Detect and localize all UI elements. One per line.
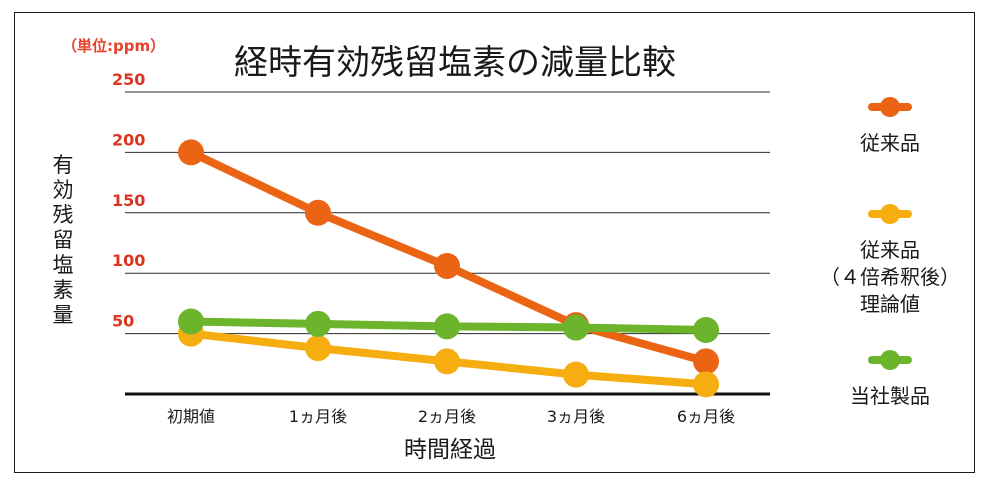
legend-label: 従来品 (860, 238, 920, 262)
legend-label: （４倍希釈後） (820, 265, 960, 289)
data-point (305, 199, 331, 226)
legend-item-1: 従来品 (860, 97, 920, 155)
y-axis-label-char: 残 (53, 203, 74, 227)
x-axis-label: 時間経過 (404, 437, 496, 463)
y-tick-label: 50 (112, 312, 134, 331)
data-point (693, 348, 719, 375)
legend-item-3: 当社製品 (850, 350, 930, 408)
series-group (178, 139, 719, 398)
data-point (178, 139, 204, 166)
y-axis-label-char: 効 (53, 178, 74, 202)
y-axis-label-char: 素 (53, 278, 74, 302)
chart-frame (14, 12, 975, 473)
y-axis-label-char: 留 (53, 228, 74, 252)
grid-lines (125, 91, 770, 396)
x-axis-ticks: 初期値 1ヵ月後 2ヵ月後 3ヵ月後 6ヵ月後 (167, 407, 735, 426)
legend-swatch-marker (880, 350, 900, 370)
unit-note: （単位:ppm） (62, 37, 165, 55)
y-axis-label-char: 量 (53, 303, 74, 327)
x-tick-label: 1ヵ月後 (289, 407, 347, 426)
data-point (178, 308, 204, 335)
x-tick-label: 2ヵ月後 (418, 407, 476, 426)
data-point (434, 348, 460, 375)
data-point (563, 361, 589, 388)
y-tick-label: 250 (112, 70, 145, 89)
x-tick-label: 6ヵ月後 (677, 407, 735, 426)
data-point (693, 316, 719, 343)
chart-title: 経時有効残留塩素の減量比較 (234, 43, 676, 83)
legend-label: 理論値 (860, 292, 920, 316)
legend-swatch-marker (880, 97, 900, 117)
y-tick-label: 100 (112, 251, 145, 270)
y-axis-label-char: 塩 (53, 253, 74, 277)
data-point (305, 335, 331, 362)
y-axis-ticks: 50 100 150 200 250 (112, 70, 145, 331)
series-3 (178, 308, 719, 343)
legend-swatch-marker (880, 204, 900, 224)
data-point (434, 252, 460, 279)
y-axis-label-char: 有 (53, 153, 74, 177)
x-tick-label: 3ヵ月後 (547, 407, 605, 426)
x-tick-label: 初期値 (167, 407, 215, 426)
legend-label: 従来品 (860, 131, 920, 155)
data-point (563, 314, 589, 341)
legend-label: 当社製品 (850, 384, 930, 408)
y-tick-label: 150 (112, 191, 145, 210)
data-point (693, 371, 719, 398)
legend-item-2: 従来品 （４倍希釈後） 理論値 (820, 204, 960, 316)
y-tick-label: 200 (112, 130, 145, 149)
data-point (305, 310, 331, 337)
data-point (434, 313, 460, 340)
